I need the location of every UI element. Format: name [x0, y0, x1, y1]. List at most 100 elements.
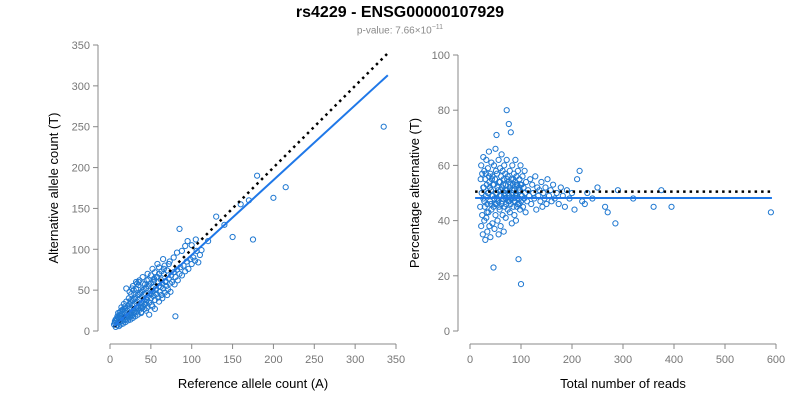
right-data-point — [511, 212, 518, 219]
right-data-point — [517, 181, 524, 188]
left-data-point — [174, 277, 181, 284]
right-data-point — [547, 187, 554, 194]
left-y-tick-label: 300 — [72, 81, 90, 93]
right-data-point — [512, 156, 519, 163]
left-data-point — [172, 313, 179, 320]
right-data-point — [494, 217, 501, 224]
left-y-tick-label: 150 — [72, 203, 90, 215]
left-data-point — [115, 314, 122, 321]
right-data-point — [512, 217, 520, 224]
left-data-point — [191, 257, 199, 264]
left-y-tick-label: 0 — [84, 326, 90, 338]
right-data-point — [496, 203, 503, 210]
right-x-tick-label: 0 — [467, 354, 473, 366]
right-data-point — [539, 203, 546, 210]
right-data-point — [553, 189, 560, 197]
right-data-point — [658, 187, 665, 194]
left-y-tick-label: 350 — [72, 40, 90, 52]
left-data-point — [153, 274, 160, 281]
right-data-point — [503, 156, 510, 163]
right-x-tick-label: 200 — [563, 354, 581, 366]
right-data-point — [493, 131, 500, 139]
right-y-tick-label: 60 — [438, 160, 450, 172]
left-data-point — [129, 285, 136, 292]
right-y-axis-label: Percentage alternative (T) — [407, 118, 422, 268]
left-data-point — [150, 278, 157, 286]
right-data-point — [536, 187, 543, 194]
right-data-point — [483, 156, 490, 163]
right-data-point — [486, 184, 493, 191]
right-data-point — [487, 200, 494, 208]
right-data-point — [515, 187, 522, 194]
right-data-point — [517, 281, 525, 288]
right-data-point — [477, 176, 484, 183]
right-data-point — [574, 176, 581, 183]
left-data-point — [380, 123, 387, 130]
left-data-point — [154, 260, 161, 268]
right-data-point — [478, 162, 485, 169]
right-data-point — [571, 206, 578, 213]
right-data-point — [533, 206, 540, 213]
right-data-point — [490, 162, 498, 169]
left-data-point — [111, 318, 119, 325]
left-data-point — [161, 262, 168, 269]
right-data-point — [500, 228, 507, 235]
panel-right: 0 20 40 60 80 100 0 100 200 300 400 500 600 Total num… — [407, 50, 785, 391]
left-data-point — [138, 303, 145, 310]
right-x-tick-label: 300 — [614, 354, 632, 366]
right-data-point — [561, 203, 569, 210]
right-data-point — [488, 176, 495, 183]
right-x-tick-label: 100 — [512, 354, 530, 366]
right-data-point — [509, 162, 516, 169]
right-data-point — [484, 228, 491, 235]
right-data-point — [490, 264, 497, 271]
right-data-point — [555, 200, 562, 208]
right-data-point — [501, 162, 508, 169]
left-x-tick-label: 100 — [183, 354, 201, 366]
left-y-tick-label: 200 — [72, 163, 90, 175]
right-data-point — [480, 184, 487, 191]
left-x-tick-label: 0 — [107, 354, 113, 366]
right-data-point — [516, 200, 523, 208]
left-data-point — [126, 300, 133, 308]
right-data-point — [482, 236, 489, 243]
left-data-point — [138, 288, 145, 295]
left-data-point — [182, 242, 189, 250]
right-data-point — [767, 209, 775, 216]
right-data-point — [497, 223, 504, 230]
left-data-point — [135, 278, 142, 286]
right-data-point — [508, 220, 515, 227]
right-y-tick-label: 40 — [438, 216, 450, 228]
right-data-point — [507, 181, 514, 188]
right-data-point — [496, 206, 503, 213]
chart-title: rs4229 - ENSG00000107929 — [295, 4, 505, 21]
right-data-point — [484, 189, 491, 197]
left-data-point — [131, 296, 138, 303]
right-data-point — [506, 167, 513, 174]
left-data-point — [173, 249, 181, 256]
panel-left: 0 50 100 150 200 250 300 350 0 50 100 150 200 250 300 3… — [46, 40, 405, 391]
left-y-tick-label: 100 — [72, 244, 90, 256]
left-data-point — [160, 256, 167, 263]
right-y-tick-label: 20 — [438, 271, 450, 283]
p-value-text: p-value: 7.66×10 — [356, 25, 432, 37]
left-data-point — [185, 265, 192, 272]
right-data-point — [503, 107, 510, 114]
left-data-point — [155, 298, 163, 305]
left-data-point — [144, 270, 151, 277]
left-data-point — [178, 272, 185, 279]
right-data-point — [594, 184, 601, 191]
right-y-tick-label: 0 — [444, 326, 450, 338]
left-data-point — [145, 276, 152, 283]
right-data-point — [543, 200, 550, 208]
right-data-point — [523, 178, 530, 186]
left-x-tick-label: 350 — [387, 354, 405, 366]
left-data-point — [171, 281, 178, 288]
left-data-point — [195, 259, 202, 266]
left-data-point — [237, 201, 244, 208]
left-x-axis-label: Reference allele count (A) — [178, 376, 328, 391]
left-x-tick-label: 250 — [305, 354, 323, 366]
right-data-point — [506, 209, 513, 216]
